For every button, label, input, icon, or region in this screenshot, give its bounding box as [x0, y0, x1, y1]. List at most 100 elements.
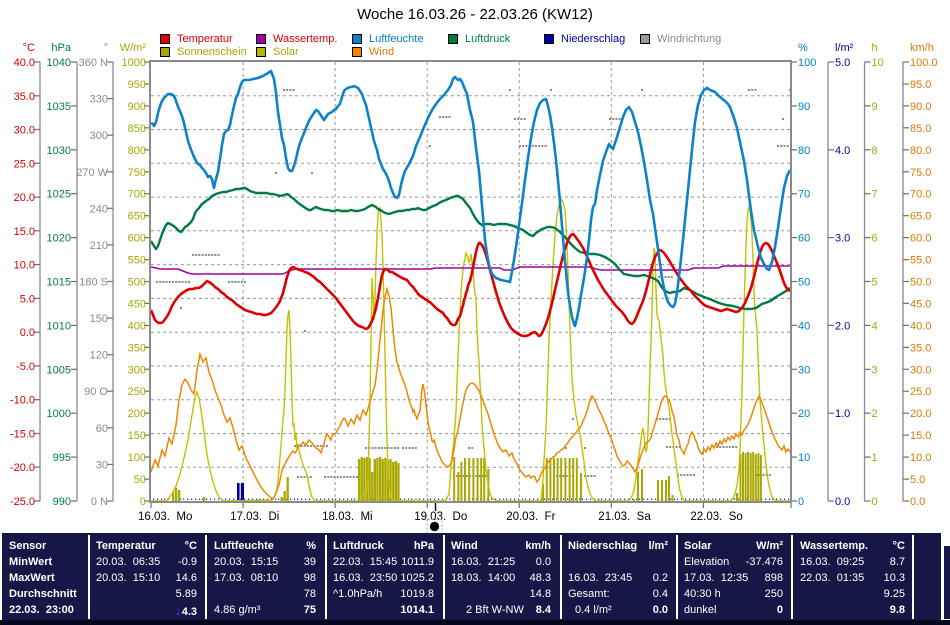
svg-text:500: 500: [128, 277, 146, 289]
svg-text:-20.0: -20.0: [10, 462, 35, 474]
svg-text:35.0: 35.0: [14, 91, 35, 103]
svg-text:1.0: 1.0: [835, 408, 850, 420]
svg-text:1000: 1000: [122, 57, 146, 69]
svg-text:15.0: 15.0: [910, 430, 931, 442]
svg-text:30: 30: [798, 364, 810, 376]
svg-text:9: 9: [872, 101, 878, 113]
svg-text:100: 100: [128, 452, 146, 464]
svg-text:15.0: 15.0: [14, 226, 35, 238]
svg-text:85.0: 85.0: [910, 123, 931, 135]
svg-text:750: 750: [128, 167, 146, 179]
svg-text:h: h: [872, 42, 878, 54]
svg-text:19.03. Do: 19.03. Do: [414, 511, 467, 523]
svg-text:1035: 1035: [47, 101, 71, 113]
svg-text:50: 50: [798, 277, 810, 289]
svg-text:10: 10: [872, 57, 884, 69]
svg-text:17.03. Di: 17.03. Di: [230, 511, 279, 523]
svg-text:0 N: 0 N: [91, 496, 108, 508]
svg-text:995: 995: [53, 452, 71, 464]
svg-text:950: 950: [128, 79, 146, 91]
svg-text:%: %: [798, 42, 808, 54]
svg-text:100.0: 100.0: [910, 57, 938, 69]
svg-text:90: 90: [798, 101, 810, 113]
svg-text:-25.0: -25.0: [10, 496, 35, 508]
svg-text:-10.0: -10.0: [10, 395, 35, 407]
svg-text:4: 4: [872, 320, 878, 332]
svg-text:60: 60: [96, 423, 108, 435]
svg-text:8: 8: [872, 145, 878, 157]
svg-text:250: 250: [128, 386, 146, 398]
svg-text:35.0: 35.0: [910, 342, 931, 354]
svg-text:6: 6: [872, 233, 878, 245]
svg-text:25.0: 25.0: [910, 386, 931, 398]
svg-text:700: 700: [128, 189, 146, 201]
svg-text:360 N: 360 N: [79, 57, 108, 69]
svg-text:°C: °C: [23, 42, 35, 54]
svg-text:-5.0: -5.0: [16, 361, 35, 373]
svg-text:90.0: 90.0: [910, 101, 931, 113]
svg-text:240: 240: [90, 203, 108, 215]
svg-text:0: 0: [872, 496, 878, 508]
svg-text:0: 0: [798, 496, 804, 508]
svg-text:1040: 1040: [47, 57, 71, 69]
svg-text:10.0: 10.0: [14, 260, 35, 272]
svg-text:400: 400: [128, 320, 146, 332]
svg-text:0: 0: [140, 496, 146, 508]
svg-text:60: 60: [798, 233, 810, 245]
svg-text:5.0: 5.0: [910, 474, 925, 486]
svg-text:80: 80: [798, 145, 810, 157]
svg-text:600: 600: [128, 233, 146, 245]
svg-text:45.0: 45.0: [910, 298, 931, 310]
svg-text:1005: 1005: [47, 364, 71, 376]
svg-text:1: 1: [872, 452, 878, 464]
svg-text:95.0: 95.0: [910, 79, 931, 91]
svg-text:5.0: 5.0: [20, 293, 35, 305]
svg-text:5: 5: [872, 277, 878, 289]
svg-text:70: 70: [798, 189, 810, 201]
svg-text:40.0: 40.0: [910, 320, 931, 332]
svg-text:350: 350: [128, 342, 146, 354]
svg-text:W/m²: W/m²: [120, 42, 147, 54]
svg-text:20.0: 20.0: [910, 408, 931, 420]
svg-text:0.0: 0.0: [835, 496, 850, 508]
svg-text:40.0: 40.0: [14, 57, 35, 69]
svg-text:40: 40: [798, 320, 810, 332]
svg-text:30: 30: [96, 459, 108, 471]
svg-text:2.0: 2.0: [835, 320, 850, 332]
svg-text:30.0: 30.0: [14, 125, 35, 137]
svg-text:850: 850: [128, 123, 146, 135]
svg-text:55.0: 55.0: [910, 255, 931, 267]
svg-text:180 S: 180 S: [79, 277, 108, 289]
svg-text:300: 300: [128, 364, 146, 376]
svg-text:1010: 1010: [47, 320, 71, 332]
svg-text:1015: 1015: [47, 277, 71, 289]
svg-text:21.03. Sa: 21.03. Sa: [598, 511, 651, 523]
svg-text:70.0: 70.0: [910, 189, 931, 201]
svg-text:800: 800: [128, 145, 146, 157]
svg-text:100: 100: [798, 57, 816, 69]
svg-text:50: 50: [134, 474, 146, 486]
svg-text:30.0: 30.0: [910, 364, 931, 376]
svg-text:990: 990: [53, 496, 71, 508]
svg-text:20.0: 20.0: [14, 192, 35, 204]
svg-text:210: 210: [90, 240, 108, 252]
svg-text:10: 10: [798, 452, 810, 464]
svg-text:20.03. Fr: 20.03. Fr: [506, 511, 555, 523]
svg-text:hPa: hPa: [51, 42, 71, 54]
svg-text:120: 120: [90, 350, 108, 362]
svg-text:0.0: 0.0: [20, 327, 35, 339]
svg-text:20: 20: [798, 408, 810, 420]
svg-text:km/h: km/h: [910, 42, 934, 54]
svg-text:5.0: 5.0: [835, 57, 850, 69]
svg-text:22.03. So: 22.03. So: [690, 511, 742, 523]
svg-text:l/m²: l/m²: [835, 42, 854, 54]
svg-text:°: °: [104, 42, 108, 54]
svg-text:900: 900: [128, 101, 146, 113]
svg-text:60.0: 60.0: [910, 233, 931, 245]
svg-text:-15.0: -15.0: [10, 429, 35, 441]
svg-text:65.0: 65.0: [910, 211, 931, 223]
svg-text:1030: 1030: [47, 145, 71, 157]
svg-text:7: 7: [872, 189, 878, 201]
svg-text:450: 450: [128, 298, 146, 310]
svg-text:150: 150: [128, 430, 146, 442]
